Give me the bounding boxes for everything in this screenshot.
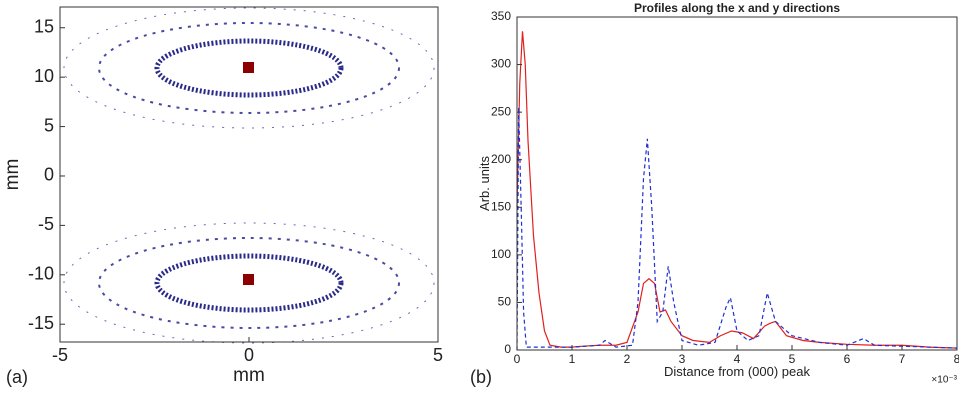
line bbox=[517, 107, 957, 350]
line bbox=[517, 31, 957, 348]
y-tick-label: 100 bbox=[491, 247, 511, 261]
y-tick-label: 0 bbox=[504, 342, 511, 356]
x-tick-label: -5 bbox=[52, 345, 68, 365]
y-tick-label: -15 bbox=[28, 313, 54, 333]
y-axis-label: mm bbox=[2, 159, 23, 191]
chart-title: Profiles along the x and y directions bbox=[634, 1, 840, 15]
plot-frame bbox=[60, 7, 438, 342]
y-tick-label: -5 bbox=[38, 214, 54, 234]
figure: (a) (b) -505-15-10-5051015mmmm0123456780… bbox=[0, 0, 959, 393]
x-axis-label: mm bbox=[233, 365, 265, 386]
y-tick-label: 350 bbox=[491, 9, 511, 23]
y-tick-label: 300 bbox=[491, 57, 511, 71]
y-tick-label: 200 bbox=[491, 152, 511, 166]
x-tick-label: 5 bbox=[433, 345, 443, 365]
x-tick-label: 0 bbox=[244, 345, 254, 365]
y-tick-label: 0 bbox=[44, 165, 54, 185]
x-axis-label: Distance from (000) peak bbox=[664, 364, 810, 379]
plot-frame bbox=[517, 17, 957, 350]
x-tick-label: 2 bbox=[624, 352, 631, 366]
x-tick-label: 1 bbox=[569, 352, 576, 366]
y-tick-label: 5 bbox=[44, 115, 54, 135]
y-tick-label: 15 bbox=[34, 17, 54, 37]
panel-label: (a) bbox=[6, 367, 28, 387]
y-tick-label: 50 bbox=[498, 295, 512, 309]
x-tick-label: 7 bbox=[899, 352, 906, 366]
diffraction-pattern bbox=[64, 8, 434, 343]
y-tick-label: 10 bbox=[34, 66, 54, 86]
y-tick-label: 150 bbox=[491, 199, 511, 213]
x-tick-label: 8 bbox=[954, 352, 959, 366]
y-tick-label: 250 bbox=[491, 104, 511, 118]
x-multiplier: ×10⁻³ bbox=[931, 375, 957, 386]
x-tick-label: 6 bbox=[844, 352, 851, 366]
central-spot bbox=[243, 62, 254, 73]
panel-label: (b) bbox=[470, 367, 492, 387]
y-axis-label: Arb. units bbox=[477, 156, 492, 211]
y-tick-label: -10 bbox=[28, 264, 54, 284]
central-spot bbox=[243, 274, 254, 285]
x-tick-label: 0 bbox=[514, 352, 521, 366]
